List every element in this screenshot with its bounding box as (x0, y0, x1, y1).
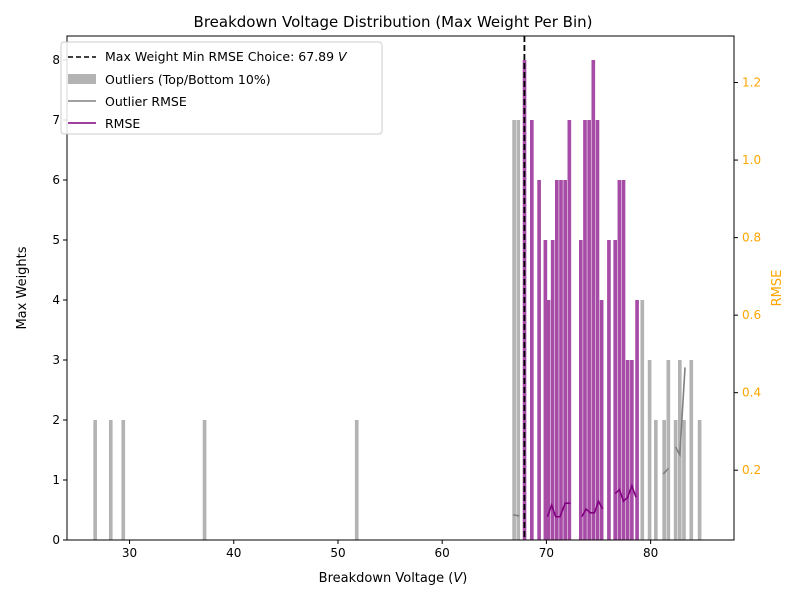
weight-bar (567, 120, 572, 540)
outlier-bar (666, 360, 671, 540)
weight-bar (559, 180, 563, 540)
weight-bar (578, 240, 583, 540)
y-tick-label: 7 (52, 113, 60, 127)
outlier-bar (202, 420, 207, 540)
legend-label-rmse: RMSE (105, 116, 140, 131)
x-tick-label: 30 (122, 546, 137, 560)
legend-label-outlier-rmse: Outlier RMSE (105, 94, 187, 109)
y-tick-label: 1 (52, 473, 60, 487)
legend: Max Weight Min RMSE Choice: 67.89 V Outl… (60, 41, 383, 135)
weight-bar (591, 60, 596, 540)
y-right-tick-label: 1.0 (742, 153, 761, 167)
outlier-bar (647, 360, 652, 540)
weight-bar (599, 300, 604, 540)
y-tick-label: 6 (52, 173, 60, 187)
outlier-bar (654, 420, 658, 540)
x-axis: 30 40 50 60 70 80 (122, 540, 658, 560)
weight-bar (613, 240, 618, 540)
plot-frame (66, 35, 735, 541)
y-right-tick-label: 0.6 (742, 308, 761, 322)
rmse-line (581, 499, 604, 518)
y-axis-right: 0.2 0.4 0.6 0.8 1.0 1.2 (734, 76, 761, 477)
y-tick-label: 0 (52, 533, 60, 547)
outlier-bar (93, 420, 97, 540)
y-right-tick-label: 0.8 (742, 231, 761, 245)
outlier-bar (697, 420, 702, 540)
x-tick-label: 50 (330, 546, 345, 560)
weight-bar (537, 180, 541, 540)
outlier-bar (662, 420, 666, 540)
outlier-bar (512, 120, 516, 540)
x-tick-label: 40 (226, 546, 241, 560)
weight-bar (543, 240, 548, 540)
y-tick-label: 5 (52, 233, 60, 247)
plot-area (93, 60, 702, 540)
weight-bar (555, 180, 559, 540)
weight-bar (529, 120, 534, 540)
rmse-line (614, 483, 637, 503)
weight-bar (617, 180, 622, 540)
weight-bar (630, 360, 634, 540)
legend-swatch-outliers (68, 74, 96, 84)
weight-bar (550, 240, 555, 540)
outlier-rmse-line (662, 467, 669, 475)
outlier-bar (689, 360, 694, 540)
weight-bar (595, 120, 600, 540)
legend-frame (60, 41, 383, 135)
outlier-bar (673, 420, 678, 540)
weight-bar (563, 180, 567, 540)
weight-bar (621, 180, 626, 540)
weight-bar (635, 300, 639, 540)
y-right-tick-label: 0.4 (742, 386, 761, 400)
outlier-bar (640, 300, 645, 540)
y-axis-label: Max Weights (15, 246, 30, 329)
y-tick-label: 4 (52, 293, 60, 307)
outlier-bar (354, 420, 359, 540)
y-tick-label: 2 (52, 413, 60, 427)
weight-bar (625, 360, 630, 540)
rmse-line (546, 502, 571, 518)
outlier-bar (108, 420, 113, 540)
legend-label-choice: Max Weight Min RMSE Choice: 67.89 V (105, 49, 348, 64)
weight-bar (546, 300, 551, 540)
outlier-rmse-line (674, 367, 686, 458)
outlier-bar (682, 420, 686, 540)
legend-label-outliers: Outliers (Top/Bottom 10%) (105, 72, 271, 87)
plot-lines (512, 36, 686, 540)
chart-title: Breakdown Voltage Distribution (Max Weig… (194, 13, 593, 31)
x-tick-label: 70 (539, 546, 554, 560)
y-tick-label: 3 (52, 353, 60, 367)
weight-bar (587, 120, 591, 540)
x-tick-label: 60 (435, 546, 450, 560)
outlier-rmse-line (512, 514, 520, 517)
outlier-bar (121, 420, 126, 540)
y-tick-label: 8 (52, 53, 60, 67)
x-tick-label: 80 (643, 546, 658, 560)
weight-bar (583, 120, 587, 540)
weight-bar (607, 240, 611, 540)
y-right-tick-label: 1.2 (742, 76, 761, 90)
y-right-tick-label: 0.2 (742, 463, 761, 477)
x-axis-label: Breakdown Voltage (V) (319, 571, 468, 586)
outlier-bar (516, 120, 521, 540)
y-axis-right-label: RMSE (770, 270, 785, 307)
